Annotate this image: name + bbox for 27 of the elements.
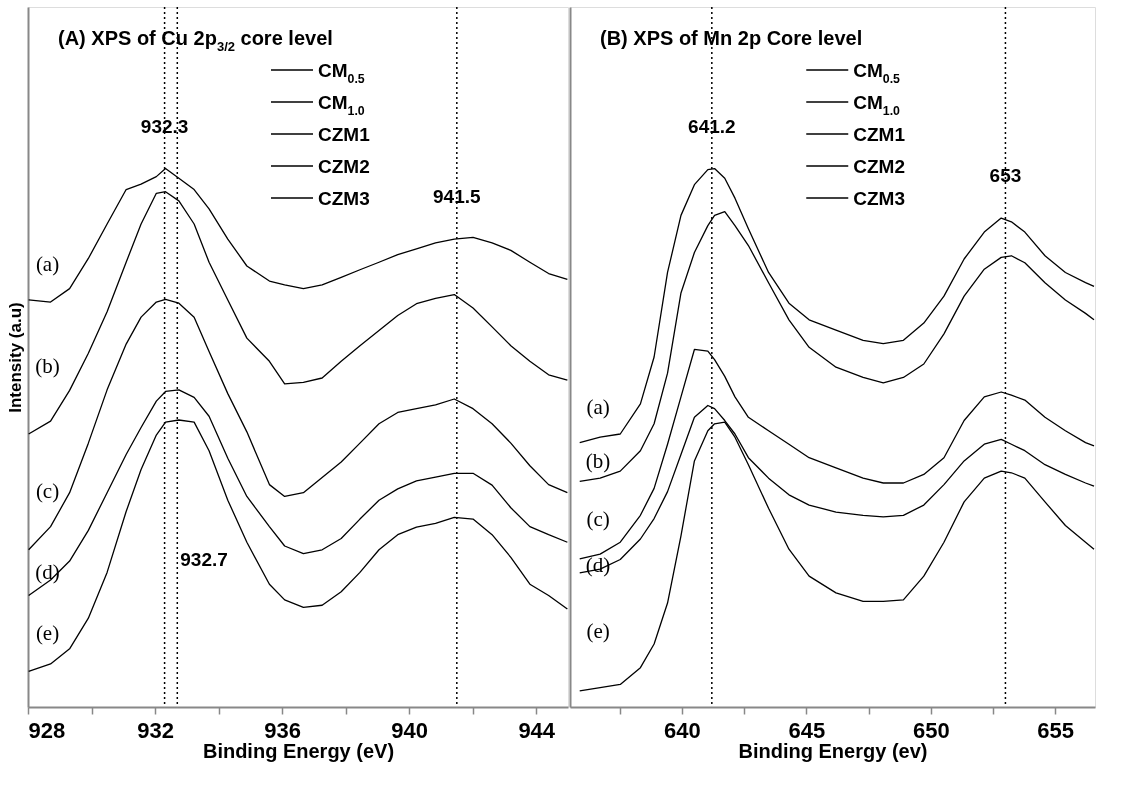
legend-label: CZM1 xyxy=(318,124,371,145)
chart-title: (B) XPS of Mn 2p Core level xyxy=(600,27,863,49)
legend-label: CZM3 xyxy=(318,188,370,209)
annotation: (e) xyxy=(586,618,610,643)
annotation: (d) xyxy=(35,559,60,584)
x-tick-label: 928 xyxy=(28,717,66,743)
annotation: (a) xyxy=(586,394,610,419)
y-axis-title: Intensity (a.u) xyxy=(5,302,25,413)
ref-line-label: 932.3 xyxy=(140,115,189,137)
x-tick-label: 944 xyxy=(518,717,556,743)
annotation: (b) xyxy=(585,449,611,473)
legend-label: CZM2 xyxy=(853,156,905,177)
annotation: (c) xyxy=(35,478,60,503)
annotation: (c) xyxy=(586,507,610,532)
x-tick-label: 655 xyxy=(1037,717,1075,743)
legend-label: CZM2 xyxy=(318,156,370,177)
x-tick-label: 640 xyxy=(664,717,701,743)
ref-line-label: 653 xyxy=(989,165,1022,187)
legend-label: CZM3 xyxy=(853,188,905,209)
ref-line-label: 941.5 xyxy=(433,186,482,208)
x-tick-label: 932 xyxy=(137,717,174,743)
annotation: (e) xyxy=(35,620,60,645)
annotation: (a) xyxy=(35,251,60,276)
ref-line-label: 932.7 xyxy=(180,549,228,570)
annotation: (b) xyxy=(35,353,60,378)
ref-line-label: 641.2 xyxy=(688,115,736,137)
legend-label: CZM1 xyxy=(853,124,906,145)
